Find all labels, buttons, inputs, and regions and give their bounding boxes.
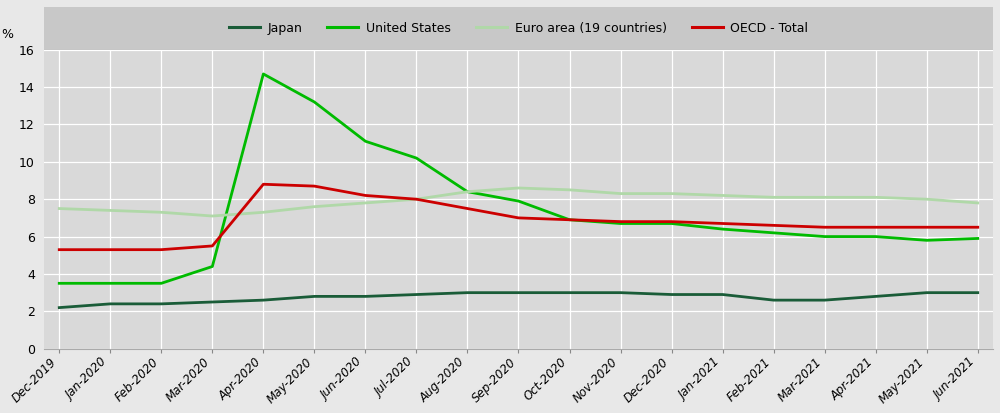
Legend: Japan, United States, Euro area (19 countries), OECD - Total: Japan, United States, Euro area (19 coun… [229,22,808,35]
Text: %: % [1,28,13,41]
